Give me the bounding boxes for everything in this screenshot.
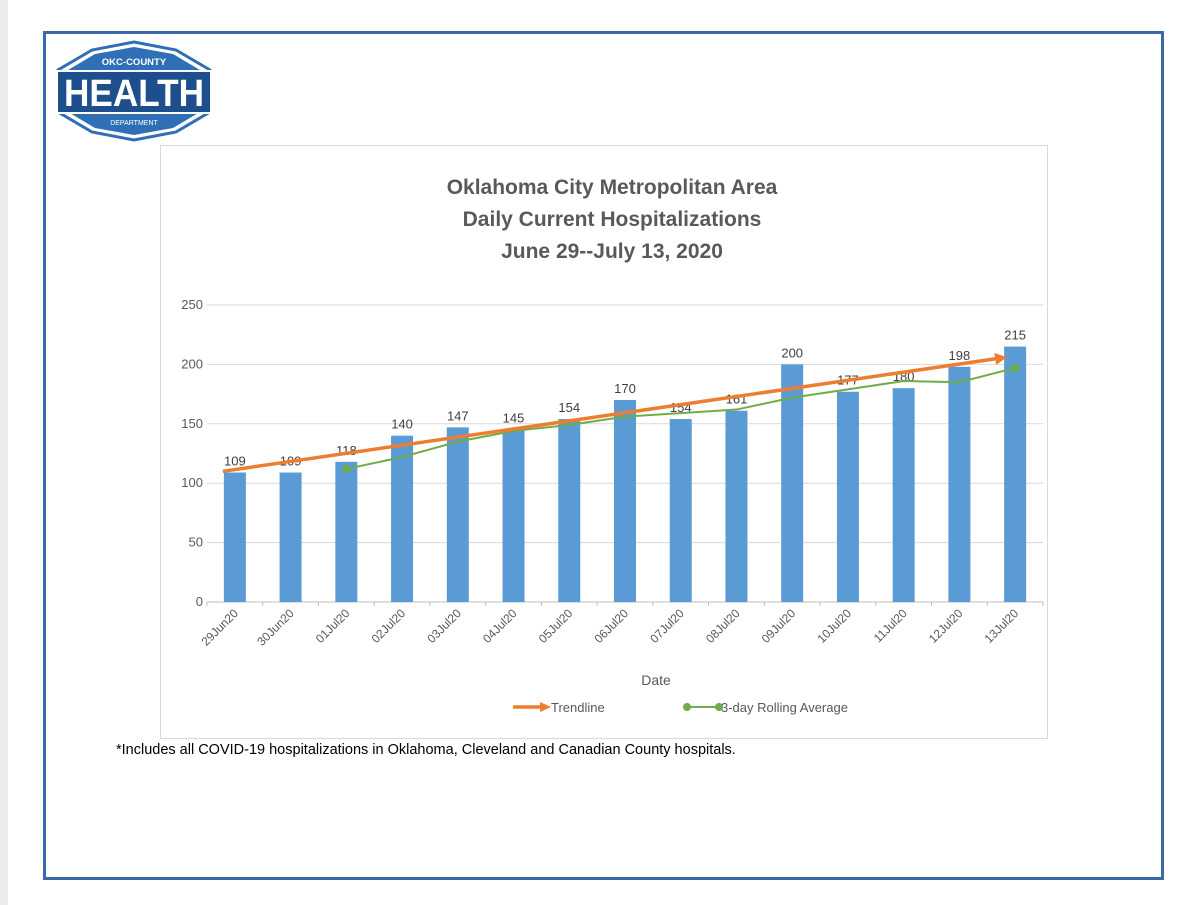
x-tick-label: 11Jul20 [871, 606, 910, 645]
rolling-average-line [346, 366, 1016, 470]
hospitalizations-chart: Oklahoma City Metropolitan Area Daily Cur… [181, 176, 1044, 715]
bar-02Jul20 [391, 435, 414, 602]
x-tick-label: 04Jul20 [480, 606, 520, 646]
trendline-arrowhead [994, 353, 1008, 365]
bar-value-label: 154 [558, 400, 580, 415]
logo-top-text: OKC-COUNTY [102, 57, 167, 68]
y-tick-label: 250 [181, 297, 203, 312]
y-tick-label: 100 [181, 475, 203, 490]
x-tick-label: 13Jul20 [982, 606, 1022, 646]
x-tick-label: 09Jul20 [759, 606, 799, 646]
rolling-average-start-marker [342, 464, 351, 473]
x-tick-label: 07Jul20 [647, 606, 687, 646]
bar-value-label: 109 [224, 454, 246, 469]
bar-value-label: 170 [614, 381, 636, 396]
chart-title-line-3: June 29--July 13, 2020 [501, 240, 723, 263]
bar-value-label: 215 [1004, 328, 1026, 343]
x-tick-label: 01Jul20 [313, 606, 353, 646]
x-tick-label: 03Jul20 [424, 606, 464, 646]
footnote: *Includes all COVID-19 hospitalizations … [116, 742, 736, 758]
bar-10Jul20 [836, 391, 859, 602]
bar-13Jul20 [1004, 346, 1027, 602]
x-axis-label: Date [641, 672, 671, 688]
x-axis-ticks: 29Jun20 30Jun20 01Jul20 02Jul20 03Jul20 04Jul… [199, 602, 1044, 649]
x-tick-label: 08Jul20 [703, 606, 743, 646]
legend: Trendline 3-day Rolling Average [513, 700, 848, 715]
left-edge-strip [0, 0, 8, 905]
logo-banner [56, 70, 212, 114]
bar-value-label: 147 [447, 408, 469, 423]
bar-04Jul20 [502, 429, 525, 602]
bar-09Jul20 [781, 364, 804, 602]
bar-01Jul20 [335, 461, 358, 602]
x-tick-label: 05Jul20 [536, 606, 576, 646]
bar-12Jul20 [948, 366, 971, 602]
y-tick-label: 50 [189, 535, 203, 550]
bars [223, 346, 1027, 602]
chart-title-line-1: Oklahoma City Metropolitan Area [447, 176, 778, 199]
logo-main-text: HEALTH [64, 73, 204, 115]
trendline [222, 356, 1000, 474]
bar-06Jul20 [614, 400, 636, 602]
x-tick-label: 02Jul20 [369, 606, 409, 646]
page-frame [43, 31, 1164, 880]
bar-05Jul20 [558, 419, 581, 602]
legend-rolling-average-label: 3-day Rolling Average [721, 700, 848, 715]
legend-trendline-label: Trendline [551, 700, 605, 715]
logo-bottom-text: DEPARTMENT [110, 120, 158, 127]
bar-value-label: 200 [781, 345, 803, 360]
chart-title: Oklahoma City Metropolitan Area Daily Cur… [447, 176, 778, 263]
y-tick-label: 200 [181, 356, 203, 371]
x-tick-label: 30Jun20 [254, 606, 297, 649]
bar-29Jun20 [223, 472, 246, 602]
x-tick-label: 12Jul20 [926, 606, 966, 646]
y-tick-label: 150 [181, 416, 203, 431]
bar-30Jun20 [279, 472, 302, 602]
bar-11Jul20 [892, 388, 915, 602]
bar-value-label: 145 [503, 411, 525, 426]
legend-trendline-arrow [540, 702, 551, 712]
bar-03Jul20 [446, 427, 469, 602]
x-tick-label: 29Jun20 [199, 606, 242, 649]
rolling-average-end-marker [1011, 363, 1020, 372]
legend-rolling-average-marker-left [683, 703, 691, 711]
series-lines [222, 353, 1020, 474]
chart-title-line-2: Daily Current Hospitalizations [463, 208, 762, 231]
bar-08Jul20 [725, 410, 748, 602]
bar-value-label: 198 [949, 348, 971, 363]
bar-value-labels: 1091091181401471451541701541612001771801… [224, 328, 1026, 469]
x-tick-label: 06Jul20 [591, 606, 631, 646]
bar-07Jul20 [669, 419, 692, 602]
okc-county-health-logo: OKC-COUNTY HEALTH DEPARTMENT [56, 40, 212, 142]
x-tick-label: 10Jul20 [814, 606, 854, 646]
chart-container: Oklahoma City Metropolitan Area Daily Cur… [160, 145, 1048, 739]
y-axis-ticks: 0 50 100 150 200 250 [181, 297, 203, 609]
legend-rolling-average-marker-right [715, 703, 723, 711]
y-tick-label: 0 [196, 594, 203, 609]
bar-value-label: 140 [391, 417, 413, 432]
